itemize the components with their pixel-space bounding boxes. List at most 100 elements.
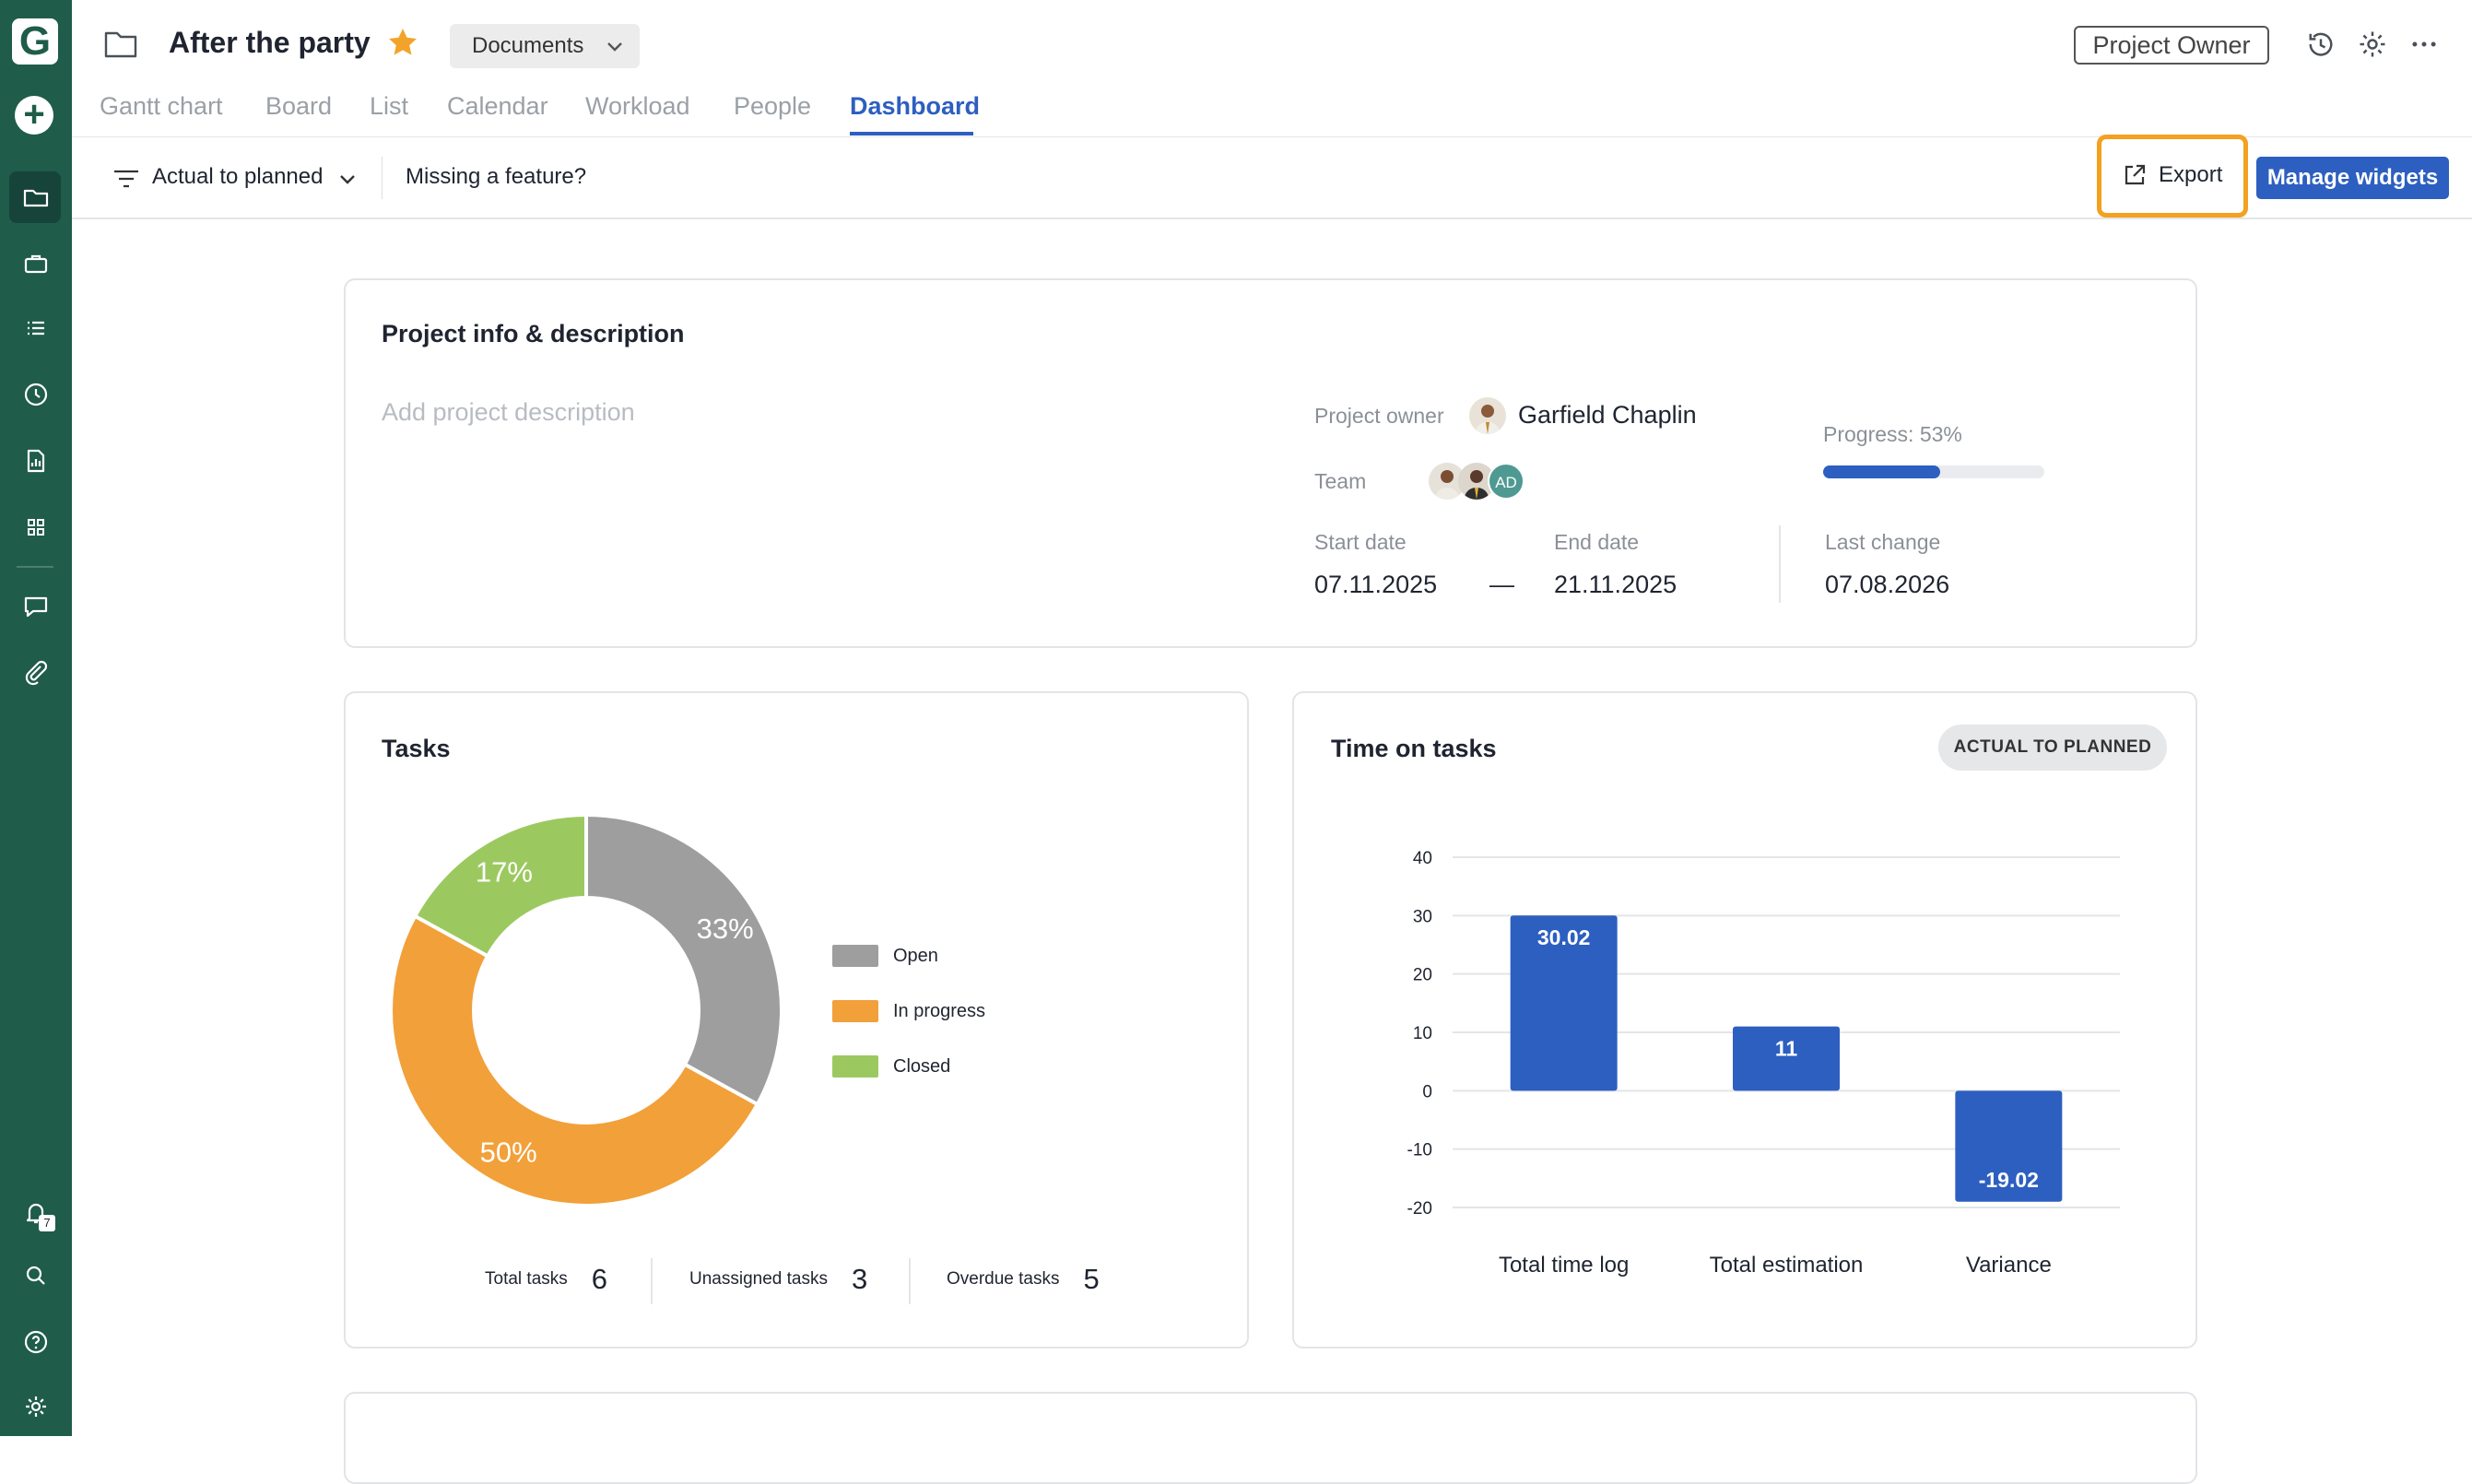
tasks-title: Tasks (382, 735, 451, 762)
history-icon[interactable] (2304, 28, 2337, 61)
sidebar-item-list[interactable] (0, 302, 72, 354)
bar-variance[interactable] (1955, 1090, 2063, 1202)
tab-workload[interactable]: Workload (585, 92, 690, 120)
bar-value-label: -19.02 (1979, 1168, 2039, 1192)
start-date-value[interactable]: 07.11.2025 (1314, 571, 1438, 598)
tab-gantt-chart[interactable]: Gantt chart (100, 92, 223, 120)
donut-slice-in-progress[interactable] (389, 913, 760, 1207)
bar-value-label: 30.02 (1537, 925, 1591, 949)
app-logo[interactable]: G (12, 18, 58, 65)
project-title[interactable]: After the party (169, 26, 371, 59)
sidebar-item-chat[interactable] (0, 581, 72, 632)
export-button[interactable]: Export (2122, 162, 2222, 188)
progress-label: Progress: 53% (1823, 422, 1962, 446)
app-sidebar: G + 7 (0, 0, 72, 1436)
y-tick-label: -20 (1407, 1199, 1432, 1219)
legend-item-closed[interactable]: Closed (832, 1055, 950, 1078)
donut-slice-open[interactable] (584, 812, 783, 1107)
legend-swatch (832, 1055, 878, 1078)
legend-label: In progress (893, 1000, 986, 1021)
sidebar-item-search[interactable] (0, 1250, 72, 1301)
donut-slice-closed[interactable] (412, 812, 588, 959)
start-date-label: Start date (1314, 530, 1407, 554)
create-new-button[interactable]: + (15, 96, 53, 135)
filter-dropdown[interactable]: Actual to planned (152, 164, 324, 189)
y-tick-label: 10 (1413, 1024, 1432, 1043)
notification-count-badge: 7 (39, 1215, 55, 1231)
x-tick-label: Variance (1966, 1253, 2052, 1278)
report-icon (27, 449, 45, 473)
legend-item-open[interactable]: Open (832, 945, 938, 967)
tasks-card (344, 691, 1249, 1349)
documents-dropdown[interactable]: Documents (450, 24, 640, 68)
team-member-initials-avatar[interactable]: AD (1488, 463, 1524, 500)
documents-label: Documents (472, 33, 584, 58)
sidebar-item-help[interactable] (0, 1316, 72, 1368)
sidebar-item-apps[interactable] (0, 501, 72, 553)
owner-avatar[interactable] (1469, 397, 1506, 434)
sidebar-item-reports[interactable] (0, 435, 72, 487)
bar-total-estimation[interactable] (1733, 1026, 1840, 1091)
stat-separator (909, 1258, 911, 1304)
sidebar-item-attachments[interactable] (0, 647, 72, 699)
tab-dashboard[interactable]: Dashboard (850, 92, 981, 120)
list-icon (28, 321, 44, 336)
unassigned-tasks-label: Unassigned tasks (689, 1269, 828, 1289)
toolbar-divider (72, 218, 2472, 219)
chevron-down-icon[interactable] (337, 170, 358, 188)
time-on-tasks-bar-chart: 40 30 20 10 0 -10 -20 30.02 Total time log 11 Tota… (1407, 849, 2120, 1278)
legend-swatch (832, 1000, 878, 1022)
active-tab-indicator (850, 132, 973, 135)
tasks-donut-chart: 33% 50% 17% (389, 812, 783, 1207)
total-tasks-value: 6 (591, 1263, 608, 1295)
export-label: Export (2159, 162, 2223, 187)
project-description-input[interactable]: Add project description (382, 398, 635, 426)
sidebar-item-time[interactable] (0, 369, 72, 420)
time-on-tasks-title: Time on tasks (1331, 735, 1497, 762)
legend-label: Closed (893, 1055, 951, 1077)
total-tasks-stat: Total tasks 6 (485, 1263, 607, 1296)
y-tick-label: 0 (1422, 1082, 1432, 1101)
settings-icon (26, 1396, 46, 1417)
sidebar-item-notifications[interactable] (0, 1187, 72, 1239)
chevron-down-icon (607, 42, 622, 52)
paperclip-icon (25, 660, 48, 686)
external-link-icon (2125, 164, 2146, 185)
donut-slice-label: 33% (697, 913, 754, 945)
legend-item-in-progress[interactable]: In progress (832, 1000, 985, 1022)
overdue-tasks-value: 5 (1083, 1263, 1100, 1295)
y-tick-label: -10 (1407, 1141, 1432, 1160)
x-tick-label: Total estimation (1710, 1253, 1864, 1278)
end-date-label: End date (1554, 530, 1640, 554)
favorite-star-icon[interactable] (385, 26, 420, 59)
project-info-title: Project info & description (382, 320, 685, 347)
clock-icon (24, 383, 48, 406)
tab-people[interactable]: People (734, 92, 812, 120)
sidebar-item-projects[interactable] (0, 171, 72, 223)
project-owner-name[interactable]: Garfield Chaplin (1518, 401, 1697, 429)
stat-separator (651, 1258, 653, 1304)
y-tick-label: 20 (1413, 966, 1432, 985)
total-tasks-label: Total tasks (485, 1269, 568, 1289)
unassigned-tasks-value: 3 (851, 1263, 868, 1295)
donut-slice-label: 50% (480, 1136, 537, 1168)
next-widget-card (344, 1392, 2197, 1484)
search-icon (26, 1266, 45, 1285)
briefcase-icon (24, 254, 48, 274)
project-info-card (344, 278, 2197, 648)
export-highlight-outline (2097, 135, 2248, 218)
more-options-icon[interactable] (2407, 28, 2441, 61)
tab-list[interactable]: List (370, 92, 409, 120)
end-date-value[interactable]: 21.11.2025 (1554, 571, 1677, 598)
sidebar-item-portfolio[interactable] (0, 238, 72, 289)
tab-board[interactable]: Board (265, 92, 333, 120)
project-role-badge[interactable]: Project Owner (2074, 26, 2269, 65)
gear-icon[interactable] (2356, 28, 2389, 61)
tab-calendar[interactable]: Calendar (447, 92, 548, 120)
sidebar-item-settings[interactable] (0, 1381, 72, 1432)
manage-widgets-button[interactable]: Manage widgets (2256, 157, 2449, 199)
bar-total-time-log[interactable] (1510, 915, 1618, 1091)
missing-feature-link[interactable]: Missing a feature? (406, 164, 587, 189)
legend-label: Open (893, 945, 938, 966)
progress-bar-fill (1823, 465, 1941, 478)
